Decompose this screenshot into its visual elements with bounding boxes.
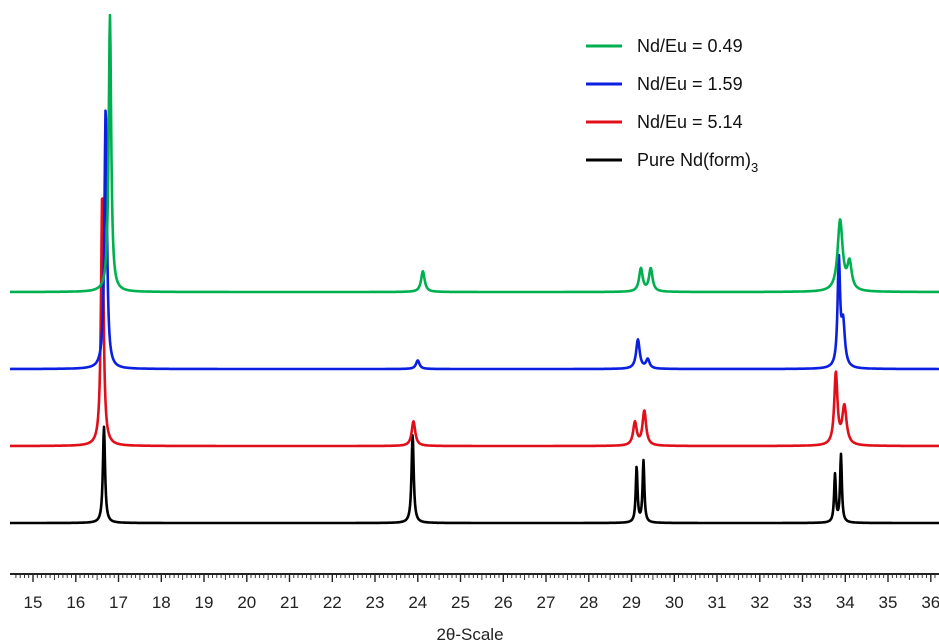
x-tick-label: 25 [451, 593, 470, 612]
series-line-pure-nd-form-3 [9, 425, 939, 525]
legend-label: Pure Nd(form)3 [637, 150, 758, 175]
legend-label-text: Nd/Eu = 5.14 [637, 112, 743, 132]
x-tick-label: 19 [195, 593, 214, 612]
legend-label: Nd/Eu = 0.49 [637, 36, 743, 56]
x-tick-label: 16 [66, 593, 85, 612]
x-tick-label: 22 [323, 593, 342, 612]
legend-label-text: Nd/Eu = 1.59 [637, 74, 743, 94]
legend-label: Nd/Eu = 5.14 [637, 112, 743, 132]
x-tick-label: 29 [622, 593, 641, 612]
x-tick-label: 32 [750, 593, 769, 612]
x-tick-label: 20 [237, 593, 256, 612]
x-tick-label: 30 [665, 593, 684, 612]
series-line-nd-eu-1-59 [9, 109, 939, 371]
series-line-nd-eu-0-49 [9, 13, 939, 294]
x-tick-label: 23 [366, 593, 385, 612]
x-tick-label: 15 [24, 593, 43, 612]
x-tick-label: 31 [708, 593, 727, 612]
x-tick-label: 26 [494, 593, 513, 612]
x-tick-label: 35 [879, 593, 898, 612]
legend-label-subscript: 3 [751, 160, 758, 175]
x-tick-label: 36 [921, 593, 939, 612]
legend-label: Nd/Eu = 1.59 [637, 74, 743, 94]
x-axis: 15 16 17 18 19 20 21 22 23 24 25 26 27 28 29 30 31 32 33 34… [10, 573, 939, 612]
x-tick-label: 21 [280, 593, 299, 612]
x-tick-label: 27 [537, 593, 556, 612]
legend-label-text: Pure Nd(form) [637, 150, 751, 170]
x-axis-title: 2θ-Scale [436, 625, 503, 644]
x-tick-label: 33 [793, 593, 812, 612]
series-layer [9, 13, 939, 525]
legend: Nd/Eu = 0.49 Nd/Eu = 1.59 Nd/Eu = 5.14 Pure… [586, 36, 758, 175]
x-tick-label: 17 [109, 593, 128, 612]
series-line-nd-eu-5-14 [9, 197, 939, 448]
x-tick-label: 28 [579, 593, 598, 612]
x-tick-label: 18 [152, 593, 171, 612]
x-tick-label: 24 [408, 593, 427, 612]
legend-label-text: Nd/Eu = 0.49 [637, 36, 743, 56]
x-tick-label: 34 [836, 593, 855, 612]
